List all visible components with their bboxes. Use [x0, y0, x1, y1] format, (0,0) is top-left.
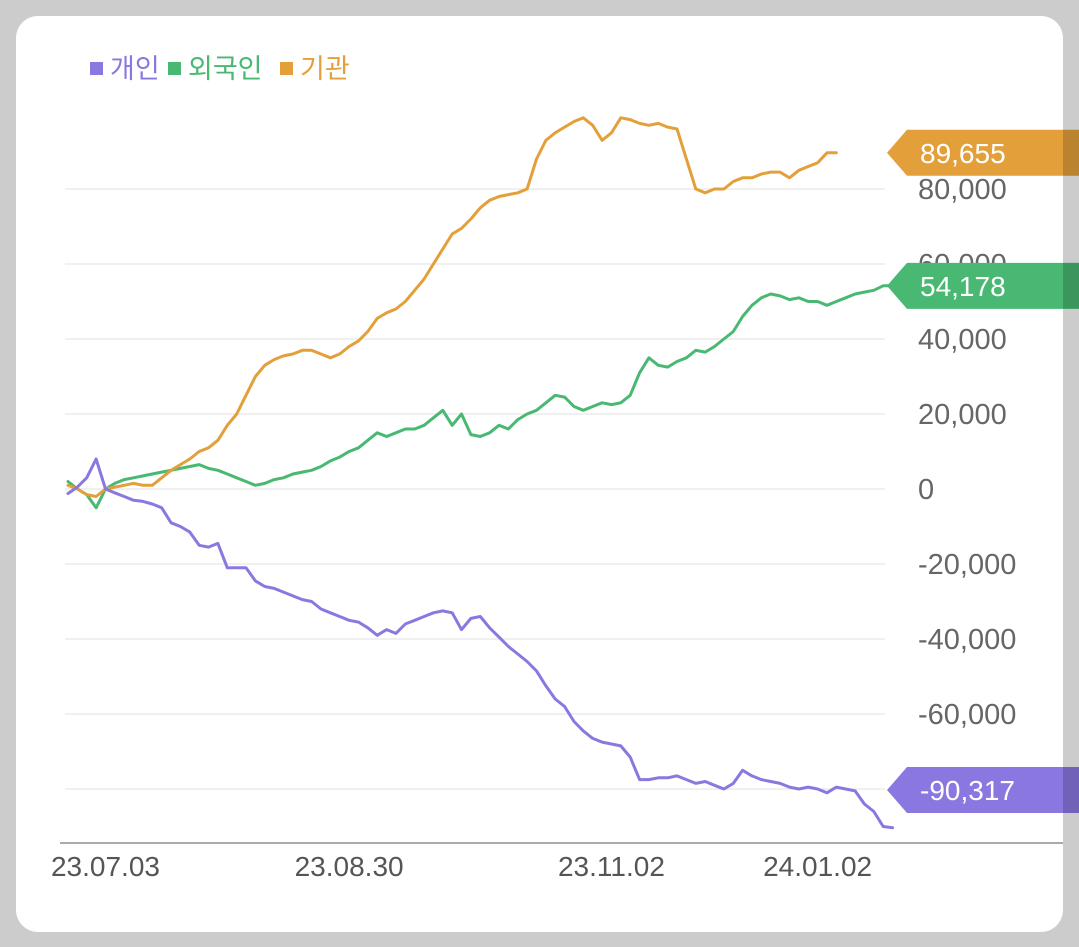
x-tick-label: 23.07.03	[51, 851, 160, 882]
x-tick-label: 23.11.02	[558, 851, 665, 882]
y-tick-label: -40,000	[918, 624, 1016, 656]
end-value-labels: -90,317 54,178 89,655	[887, 129, 1079, 813]
series-lines	[66, 116, 895, 830]
x-tick-label: 24.01.02	[763, 851, 872, 882]
y-tick-label: 0	[918, 474, 934, 506]
y-tick-label: 80,000	[918, 174, 1007, 206]
y-tick-label: -60,000	[918, 699, 1016, 731]
end-label-text: 54,178	[920, 271, 1006, 302]
end-label-edge	[1063, 129, 1079, 176]
legend-swatch	[168, 62, 181, 75]
legend: 개인 외국인 기관	[90, 54, 350, 84]
grid-lines	[65, 188, 885, 790]
chart-card	[16, 16, 1063, 932]
series-line-3	[66, 116, 838, 498]
legend-swatch	[280, 62, 293, 75]
series-line-1	[66, 457, 895, 830]
legend-label: 외국인	[188, 54, 263, 84]
y-tick-label: -20,000	[918, 549, 1016, 581]
end-label-edge	[1063, 262, 1079, 309]
y-tick-label: 40,000	[918, 324, 1007, 356]
end-label-text: 89,655	[920, 138, 1006, 169]
end-label-badge	[887, 767, 1079, 813]
end-label-badge	[887, 129, 1079, 176]
y-tick-label: 20,000	[918, 399, 1007, 431]
end-label-text: -90,317	[920, 775, 1015, 806]
legend-label: 기관	[300, 54, 350, 84]
x-axis: 23.07.03 23.08.30 23.11.02 24.01.02	[51, 842, 1063, 882]
legend-swatch	[90, 62, 103, 75]
legend-label: 개인	[110, 54, 160, 84]
end-label-badge	[887, 262, 1079, 309]
end-label-edge	[1063, 767, 1079, 813]
x-tick-label: 23.08.30	[295, 851, 404, 882]
series-line-2	[66, 284, 895, 510]
